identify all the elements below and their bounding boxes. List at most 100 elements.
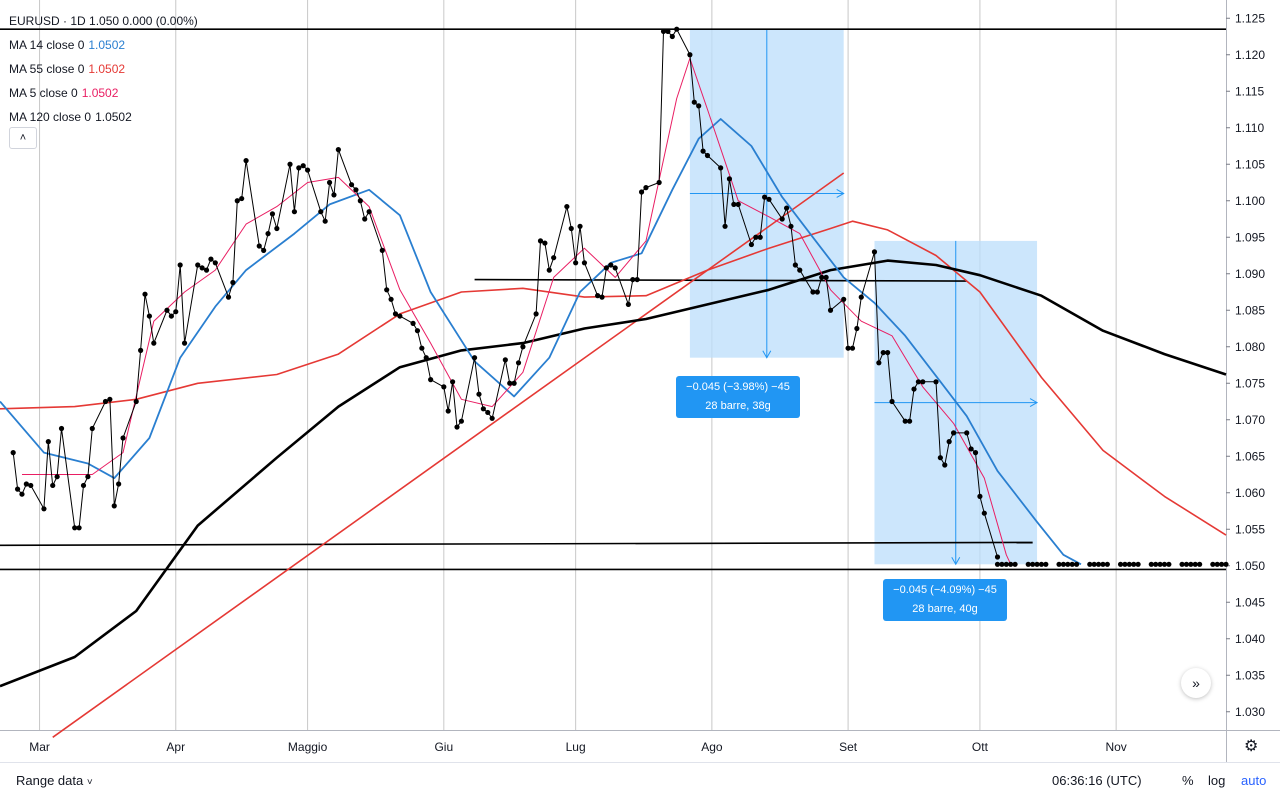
measure-label-2: −0.045 (−4.09%) −45 28 barre, 40g <box>883 579 1007 621</box>
price-point <box>669 33 675 40</box>
y-tick-label: 1.100 <box>1235 194 1265 208</box>
price-point <box>89 425 95 432</box>
interval-label[interactable]: 1D <box>70 14 86 28</box>
price-point <box>10 450 16 456</box>
price-chart[interactable]: Mar Apr Maggio Giu Lug Ago Set Ott Nov 1.030 1.035… <box>0 0 1280 762</box>
price-point <box>757 234 763 240</box>
price-point <box>841 296 847 302</box>
price-point <box>810 289 816 295</box>
y-tick-label: 1.085 <box>1235 303 1265 317</box>
series-ma-120-close-0 <box>0 259 1227 688</box>
price-point <box>704 152 711 159</box>
indicator-ma55[interactable]: MA 55 close 0 1.0502 <box>9 62 126 76</box>
x-tick-label: Set <box>839 740 858 754</box>
measure-arrowhead <box>1029 398 1039 408</box>
price-point <box>476 391 482 397</box>
utc-clock[interactable]: 06:36:16 (UTC) <box>1052 773 1142 788</box>
projection-point <box>1157 561 1163 567</box>
price-point <box>783 205 790 211</box>
percent-scale-toggle[interactable]: % <box>1182 773 1194 788</box>
price-point <box>287 161 293 167</box>
price-point <box>507 380 513 386</box>
projection-point <box>1069 561 1075 567</box>
price-point <box>762 194 768 200</box>
price-point <box>45 439 51 445</box>
price-point <box>731 201 737 207</box>
price-point <box>138 347 144 353</box>
y-tick-label: 1.035 <box>1235 668 1265 682</box>
price-point <box>331 192 337 198</box>
x-tick-label: Ott <box>972 740 989 754</box>
gear-icon[interactable]: ⚙ <box>1244 738 1259 755</box>
price-point <box>933 379 939 385</box>
price-point <box>177 262 183 268</box>
price-point <box>85 474 91 480</box>
symbol-name[interactable]: EURUSD <box>9 14 60 28</box>
price-point <box>981 510 987 516</box>
projection-point <box>1100 561 1106 567</box>
price-point <box>687 52 693 58</box>
price-point <box>366 209 372 215</box>
price-point <box>450 379 456 385</box>
price-point <box>203 267 210 273</box>
price-point <box>489 415 495 421</box>
price-point <box>54 474 60 480</box>
ma5-value: 1.0502 <box>81 86 119 100</box>
projection-point <box>1131 561 1137 567</box>
price-point <box>107 396 113 402</box>
price-point <box>564 203 570 210</box>
x-tick-label: Ago <box>701 740 723 754</box>
scroll-to-realtime-button[interactable]: » <box>1181 668 1211 698</box>
y-tick-label: 1.060 <box>1235 486 1265 500</box>
price-point <box>946 439 952 445</box>
price-point <box>151 340 157 346</box>
date-range-button[interactable]: Range data ˅ <box>16 773 93 788</box>
last-price: 1.050 <box>89 14 120 28</box>
price-point <box>942 462 948 468</box>
price-point <box>243 158 249 164</box>
log-scale-toggle[interactable]: log <box>1208 773 1226 788</box>
y-tick-label: 1.070 <box>1235 413 1265 427</box>
price-point <box>410 320 416 326</box>
legend-collapse-button[interactable]: ˄ <box>9 127 37 149</box>
price-point <box>885 349 891 356</box>
auto-scale-toggle[interactable]: auto <box>1241 773 1267 788</box>
price-point <box>858 294 864 300</box>
price-point <box>269 211 276 217</box>
price-point <box>788 223 794 229</box>
projection-point <box>1197 561 1203 567</box>
price-point <box>735 201 741 207</box>
indicator-ma14[interactable]: MA 14 close 0 1.0502 <box>9 38 126 52</box>
projection-point <box>994 561 1001 567</box>
price-point <box>208 256 214 262</box>
indicator-ma120[interactable]: MA 120 close 0 1.0502 <box>9 110 132 124</box>
price-point <box>76 525 82 531</box>
price-point <box>950 430 957 436</box>
x-tick-label: Nov <box>1105 740 1126 754</box>
price-point <box>937 455 943 461</box>
price-point <box>397 313 403 319</box>
price-point <box>14 486 21 492</box>
y-tick-label: 1.105 <box>1235 157 1265 171</box>
price-point <box>458 418 464 424</box>
x-tick-label: Lug <box>566 740 586 754</box>
projection-point <box>1095 561 1102 567</box>
indicator-ma5[interactable]: MA 5 close 0 1.0502 <box>9 86 119 100</box>
price-point <box>454 424 460 430</box>
price-point <box>907 418 913 424</box>
price-point <box>849 345 856 351</box>
price-point <box>225 294 232 300</box>
projection-point <box>1030 561 1036 567</box>
price-point <box>533 311 539 317</box>
price-point <box>902 418 908 424</box>
x-tick-label: Mar <box>29 740 50 754</box>
price-point <box>291 209 298 215</box>
price-point <box>595 293 601 299</box>
price-point <box>392 311 399 317</box>
price-point <box>199 265 205 271</box>
price-point <box>120 435 126 441</box>
price-point <box>428 377 434 383</box>
price-point <box>304 167 311 173</box>
price-point <box>116 481 122 487</box>
price-point <box>911 386 917 392</box>
